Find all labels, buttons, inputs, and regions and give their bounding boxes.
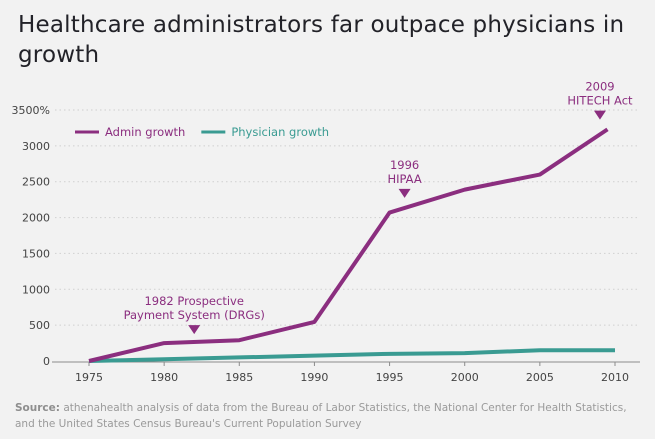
- y-tick-label: 3000: [22, 140, 50, 153]
- y-tick-label: 0: [43, 355, 50, 368]
- source-text: athenahealth analysis of data from the B…: [15, 402, 627, 430]
- gridlines: [55, 109, 640, 326]
- y-tick-label: 2500: [22, 176, 50, 189]
- source-label: Source:: [15, 402, 60, 414]
- y-tick-label: 3500%: [12, 104, 50, 117]
- series-lines: [88, 127, 615, 363]
- x-tick-label: 2000: [451, 371, 479, 384]
- y-tick-label: 1500: [22, 247, 50, 260]
- x-tick-label: 1975: [75, 371, 103, 384]
- annotation-label: HITECH Act: [567, 94, 633, 108]
- x-tick-label: 1980: [150, 371, 178, 384]
- legend: Admin growth Physician growth: [75, 125, 329, 139]
- x-tick-label: 1990: [300, 371, 328, 384]
- annotation-marker: [593, 110, 606, 120]
- annotation-marker: [188, 325, 201, 335]
- y-tick-label: 500: [29, 319, 50, 332]
- x-axis: 1975 1980 1985 1990 1995 2000 2005 2010: [52, 361, 640, 384]
- legend-label-admin-growth: Admin growth: [105, 125, 185, 139]
- series-line-physician-growth: [88, 348, 615, 363]
- annotation-label: 2009: [585, 80, 614, 94]
- chart-title: Healthcare administrators far outpace ph…: [18, 12, 625, 68]
- y-tick-label: 1000: [22, 283, 50, 296]
- x-tick-label: 2010: [601, 371, 629, 384]
- y-tick-label: 2000: [22, 212, 50, 225]
- x-tick-label: 1995: [376, 371, 404, 384]
- y-axis: 0 500 1000 1500 2000 2500 3000 3500%: [12, 104, 50, 368]
- annotation-label: Payment System (DRGs): [124, 308, 265, 322]
- annotation-marker: [398, 188, 411, 198]
- source-note: Source: athenahealth analysis of data fr…: [15, 400, 645, 432]
- annotation-label: HIPAA: [387, 172, 421, 186]
- x-tick-label: 1985: [225, 371, 253, 384]
- annotation-label: 1982 Prospective: [144, 294, 243, 308]
- series-line-admin-growth: [88, 127, 609, 363]
- legend-label-physician-growth: Physician growth: [231, 125, 329, 139]
- annotation-label: 1996: [390, 158, 419, 172]
- x-tick-label: 2005: [526, 371, 554, 384]
